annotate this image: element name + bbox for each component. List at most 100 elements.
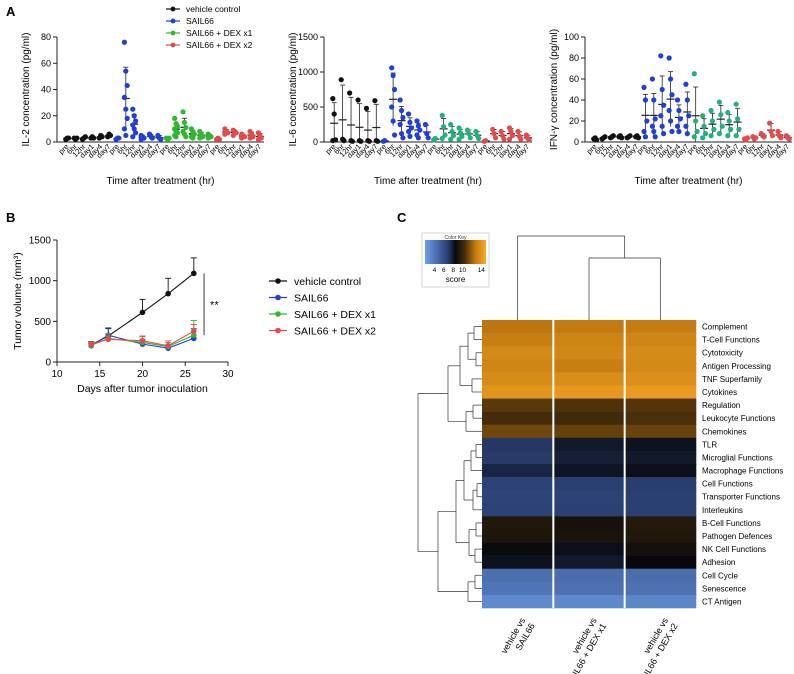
column-label: vehicle vsSAIL66 — [499, 616, 537, 661]
data-point — [358, 138, 364, 144]
data-point — [725, 110, 731, 116]
heatmap-cell — [553, 385, 625, 399]
heatmap-cell — [624, 516, 697, 530]
data-point — [734, 116, 741, 122]
data-point — [366, 138, 372, 144]
data-point — [422, 121, 428, 128]
data-point — [467, 135, 473, 141]
data-point — [659, 86, 665, 93]
il2-chart: 0 20 40 60 80 IL-2 concentration (pg/ml) Time … — [21, 4, 264, 187]
data-point — [700, 113, 706, 119]
heatmap-cell — [624, 372, 697, 386]
heatmap-cell — [482, 346, 554, 360]
data-point — [424, 131, 430, 137]
data-point — [659, 123, 665, 129]
row-label: Cytokines — [702, 388, 737, 397]
data-point — [498, 128, 504, 135]
data-point — [173, 134, 179, 140]
data-point — [216, 136, 222, 142]
data-point — [121, 94, 128, 100]
data-point — [205, 135, 211, 141]
heatmap-cell — [553, 411, 625, 426]
data-point — [183, 134, 189, 140]
y-tick-label: 80 — [569, 53, 579, 63]
data-point — [191, 270, 197, 277]
color-key-label: score — [446, 275, 466, 284]
data-point — [708, 133, 714, 139]
y-tick-label: 1000 — [298, 67, 318, 77]
y-tick-label: 60 — [41, 58, 51, 68]
color-key-gradient — [425, 240, 486, 264]
data-point — [716, 131, 723, 137]
heatmap-cell — [482, 359, 554, 373]
data-point — [701, 123, 707, 129]
data-point — [660, 131, 667, 137]
heatmap-cell — [482, 333, 554, 347]
legend-label: vehicle control — [294, 276, 361, 288]
row-label: TNF Superfamily — [702, 375, 762, 384]
data-point — [683, 123, 689, 129]
data-point — [124, 115, 130, 121]
heatmap-cell — [624, 398, 697, 412]
data-point — [130, 122, 136, 128]
heatmap-cell — [482, 490, 554, 504]
tumor-volume-chart: 0 500 1000 1500 10 15 20 25 30 Tumor volume (mm³)… — [12, 236, 376, 396]
heatmap-cell — [482, 464, 554, 478]
data-point — [425, 135, 431, 141]
ifng-chart: 0 20 40 60 80 100 IFN-γ concentration (pg/ml) T… — [549, 29, 792, 187]
data-point — [121, 39, 128, 45]
y-tick-label: 0 — [574, 137, 579, 147]
data-point — [778, 135, 784, 141]
data-point — [669, 92, 675, 98]
heatmap-cell — [624, 450, 697, 465]
heatmap-cell — [553, 372, 625, 386]
data-point — [130, 106, 136, 112]
data-point — [165, 342, 171, 349]
heatmap-cell — [624, 529, 697, 543]
heatmap-cell — [482, 450, 554, 465]
data-point — [448, 121, 454, 128]
data-point — [123, 132, 129, 139]
data-point — [651, 128, 657, 135]
heatmap-cell — [624, 320, 697, 334]
heatmap-cell — [553, 490, 625, 504]
data-point — [768, 128, 774, 135]
data-point — [666, 55, 672, 61]
data-point — [166, 135, 172, 141]
row-label: B-Cell Functions — [702, 519, 761, 528]
data-point — [390, 72, 396, 79]
data-point — [391, 132, 398, 138]
row-label: Cell Functions — [702, 480, 753, 489]
color-key-tick: 14 — [478, 267, 486, 274]
data-point — [515, 128, 521, 135]
x-axis-label: Time after treatment (hr) — [374, 176, 482, 187]
y-tick-label: 1500 — [29, 236, 52, 247]
data-point — [400, 135, 406, 141]
legend-marker — [275, 311, 281, 317]
data-point — [397, 97, 403, 103]
heatmap-cell — [482, 437, 554, 452]
data-point — [676, 128, 682, 135]
color-key-title: Color Key — [445, 235, 467, 241]
heatmap-cell — [553, 529, 625, 543]
heatmap-cell — [624, 359, 697, 373]
data-point — [686, 113, 692, 119]
data-point — [642, 97, 649, 103]
heatmap-cell — [624, 464, 697, 478]
data-point — [627, 133, 633, 139]
x-tick-label: 30 — [222, 369, 234, 380]
row-label: Chemokines — [702, 427, 746, 436]
x-axis-label: Days after tumor inoculation — [77, 383, 208, 395]
heatmap-cell — [624, 424, 697, 439]
panel-label-a: A — [6, 4, 16, 19]
data-point — [400, 114, 406, 121]
y-tick-label: 40 — [569, 95, 579, 105]
data-point — [649, 123, 656, 129]
data-point — [180, 109, 186, 115]
row-label: Senescence — [702, 584, 747, 593]
heatmap-cell — [482, 581, 554, 596]
heatmap-cell — [482, 372, 554, 386]
data-point — [74, 135, 80, 141]
data-point — [375, 138, 381, 144]
